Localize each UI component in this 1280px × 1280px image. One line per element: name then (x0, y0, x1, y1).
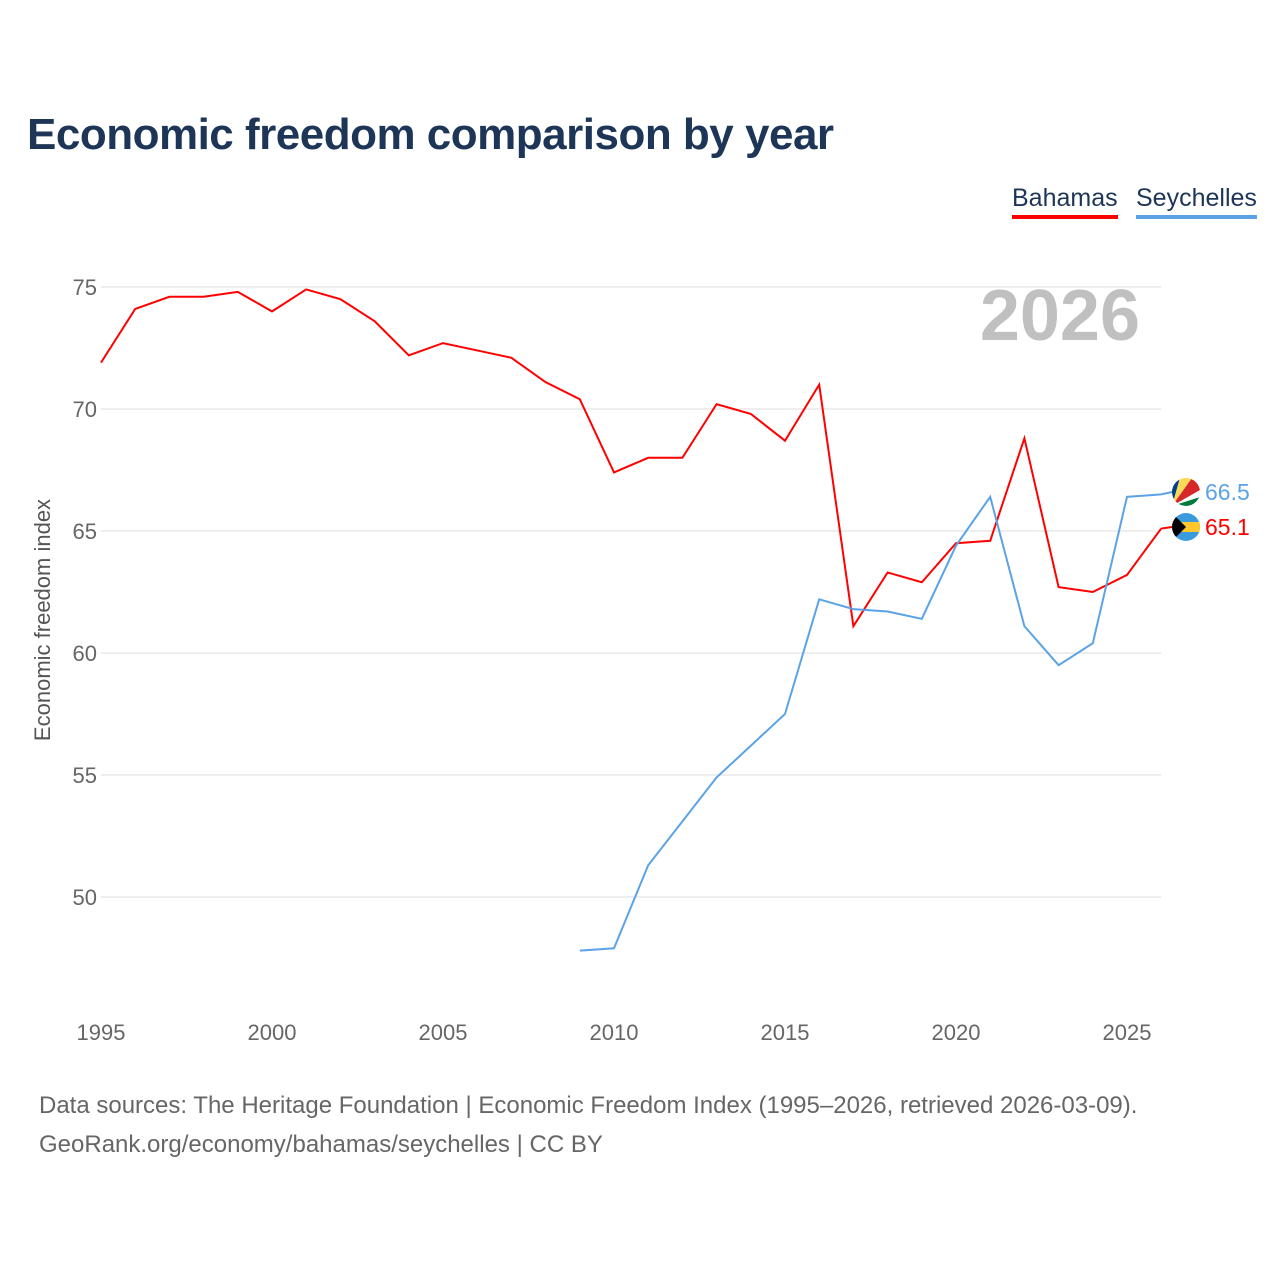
series-line-seychelles (579, 493, 1162, 952)
legend-seychelles[interactable]: Seychelles (1136, 184, 1257, 219)
x-tick-label: 2010 (590, 1020, 639, 1045)
y-tick-label: 60 (73, 641, 97, 666)
x-tick-label: 2015 (761, 1020, 810, 1045)
end-value-label: 66.5 (1205, 479, 1250, 505)
x-tick-label: 2000 (248, 1020, 297, 1045)
x-tick-label: 2025 (1103, 1020, 1152, 1045)
seychelles-flag-icon (1172, 478, 1200, 506)
end-connector (1161, 526, 1173, 530)
footer: Data sources: The Heritage Foundation | … (39, 1086, 1137, 1164)
y-tick-label: 55 (73, 763, 97, 788)
y-tick-label: 75 (73, 275, 97, 300)
x-tick-label: 2020 (932, 1020, 981, 1045)
footer-attribution[interactable]: GeoRank.org/economy/bahamas/seychelles |… (39, 1131, 603, 1158)
x-tick-label: 2005 (419, 1020, 468, 1045)
series-line-bahamas (100, 288, 1163, 629)
footer-sources: Data sources: The Heritage Foundation | … (39, 1092, 1138, 1119)
bahamas-flag-icon (1172, 513, 1200, 541)
y-axis-label: Economic freedom index (30, 499, 55, 741)
end-value-label: 65.1 (1205, 514, 1250, 540)
chart-title: Economic freedom comparison by year (27, 110, 834, 159)
end-connector (1160, 491, 1173, 496)
y-tick-label: 50 (73, 885, 97, 910)
y-tick-label: 70 (73, 397, 97, 422)
y-tick-label: 65 (73, 519, 97, 544)
legend-bahamas[interactable]: Bahamas (1012, 184, 1118, 219)
x-tick-label: 1995 (77, 1020, 126, 1045)
year-watermark: 2026 (980, 276, 1140, 356)
